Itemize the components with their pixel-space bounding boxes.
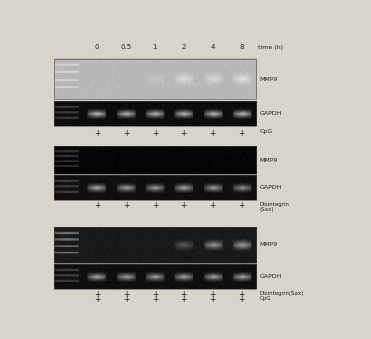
- Text: 0: 0: [95, 44, 99, 50]
- Bar: [53, 101, 256, 125]
- Text: MMP9: MMP9: [260, 77, 278, 82]
- Text: MMP9: MMP9: [260, 158, 278, 163]
- Bar: [53, 227, 256, 263]
- Text: +: +: [210, 129, 216, 138]
- Text: GAPDH: GAPDH: [260, 111, 282, 116]
- Text: 2: 2: [182, 44, 186, 50]
- Text: +: +: [239, 295, 245, 304]
- Text: +: +: [94, 290, 100, 299]
- Text: GAPDH: GAPDH: [260, 274, 282, 279]
- Text: +: +: [94, 295, 100, 304]
- Bar: [53, 146, 256, 174]
- Text: +: +: [210, 290, 216, 299]
- Text: +: +: [152, 129, 158, 138]
- Text: +: +: [94, 129, 100, 138]
- Text: +: +: [210, 295, 216, 304]
- Text: 1: 1: [152, 44, 157, 50]
- Text: CpG: CpG: [260, 296, 271, 301]
- Text: +: +: [181, 129, 187, 138]
- Text: +: +: [94, 201, 100, 210]
- Text: Disintegrin(Sax): Disintegrin(Sax): [260, 291, 304, 296]
- Text: +: +: [123, 201, 129, 210]
- Text: +: +: [123, 295, 129, 304]
- Text: +: +: [210, 201, 216, 210]
- Text: +: +: [181, 295, 187, 304]
- Text: time (h): time (h): [258, 45, 283, 50]
- Text: +: +: [239, 290, 245, 299]
- Text: CpG: CpG: [260, 129, 273, 134]
- Text: MMP9: MMP9: [260, 242, 278, 247]
- Text: 8: 8: [240, 44, 244, 50]
- Bar: [53, 175, 256, 200]
- Text: +: +: [123, 129, 129, 138]
- Text: GAPDH: GAPDH: [260, 185, 282, 190]
- Text: +: +: [239, 201, 245, 210]
- Text: +: +: [152, 290, 158, 299]
- Text: 0.5: 0.5: [121, 44, 132, 50]
- Text: +: +: [152, 295, 158, 304]
- Text: Disintegrin
(Sax): Disintegrin (Sax): [260, 202, 290, 212]
- Bar: [53, 264, 256, 289]
- Text: +: +: [181, 290, 187, 299]
- Text: +: +: [239, 129, 245, 138]
- Bar: [53, 59, 256, 99]
- Text: 4: 4: [211, 44, 215, 50]
- Text: +: +: [181, 201, 187, 210]
- Text: +: +: [152, 201, 158, 210]
- Text: +: +: [123, 290, 129, 299]
